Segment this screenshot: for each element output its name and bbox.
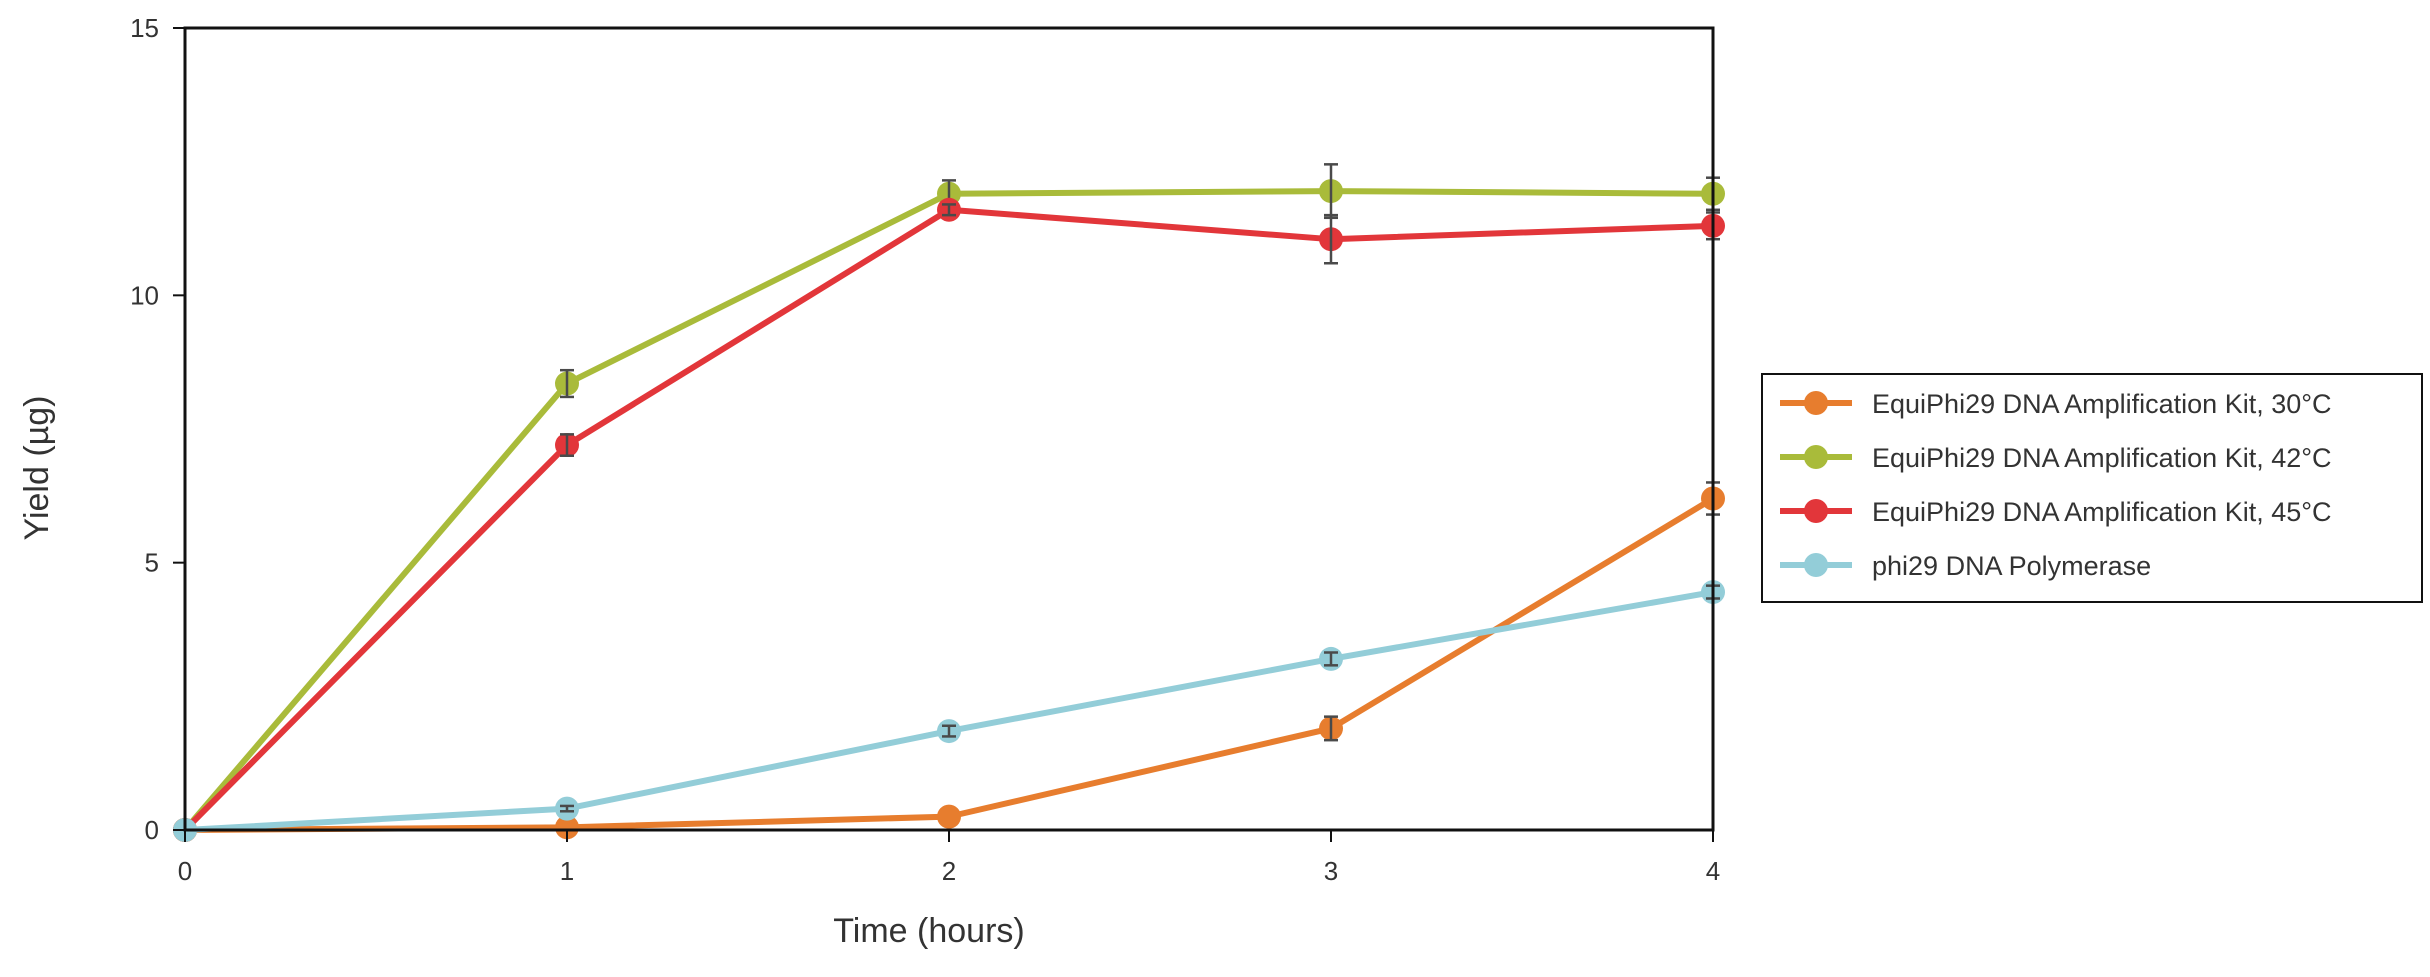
x-tick-label: 2 (942, 856, 956, 886)
legend: EquiPhi29 DNA Amplification Kit, 30°C Equ… (1761, 373, 2423, 603)
series-line (184, 495, 1715, 833)
legend-swatch-marker (1804, 499, 1828, 523)
legend-label: EquiPhi29 DNA Amplification Kit, 30°C (1872, 389, 2332, 419)
legend-item: EquiPhi29 DNA Amplification Kit, 30°C (1780, 389, 2332, 419)
error-bar (1324, 213, 1338, 265)
legend-label: phi29 DNA Polymerase (1872, 551, 2151, 581)
legend-item: EquiPhi29 DNA Amplification Kit, 42°C (1780, 443, 2332, 473)
legend-swatch-marker (1804, 553, 1828, 577)
y-tick-label: 5 (145, 548, 159, 578)
data-point (555, 815, 579, 840)
legend-label: EquiPhi29 DNA Amplification Kit, 45°C (1872, 497, 2332, 527)
legend-swatch-marker (1804, 445, 1828, 469)
error-bar (1324, 715, 1338, 742)
x-tick-label: 4 (1706, 856, 1720, 886)
error-bar (942, 203, 956, 217)
plot-area-frame (183, 26, 1715, 832)
data-point (937, 804, 961, 829)
legend-swatch-marker (1804, 391, 1828, 415)
series-4 (173, 580, 1725, 842)
y-axis-title: Yield (µg) (18, 396, 56, 541)
error-bar (1324, 651, 1338, 667)
legend-items: EquiPhi29 DNA Amplification Kit, 30°C Equ… (1780, 389, 2332, 581)
x-tick-label: 0 (178, 856, 192, 886)
axes-layer: 0 1 2 3 4 0 5 10 15 (130, 13, 1720, 886)
x-tick-label: 3 (1324, 856, 1338, 886)
legend-label: EquiPhi29 DNA Amplification Kit, 42°C (1872, 443, 2332, 473)
series-layer (173, 163, 1725, 842)
y-tick-label: 15 (130, 13, 159, 43)
y-tick-label: 10 (130, 280, 159, 310)
legend-item: phi29 DNA Polymerase (1780, 551, 2151, 581)
error-bar (560, 804, 574, 813)
x-axis-title: Time (hours) (833, 912, 1024, 950)
error-bar (560, 368, 574, 399)
series-line (184, 589, 1714, 833)
legend-frame (1761, 373, 2423, 603)
x-tick-label: 1 (560, 856, 574, 886)
error-bar (560, 433, 574, 457)
series-3 (173, 197, 1725, 842)
y-tick-label: 0 (145, 815, 159, 845)
legend-item: EquiPhi29 DNA Amplification Kit, 45°C (1780, 497, 2332, 527)
error-bar (942, 724, 956, 738)
series-1 (173, 481, 1725, 842)
